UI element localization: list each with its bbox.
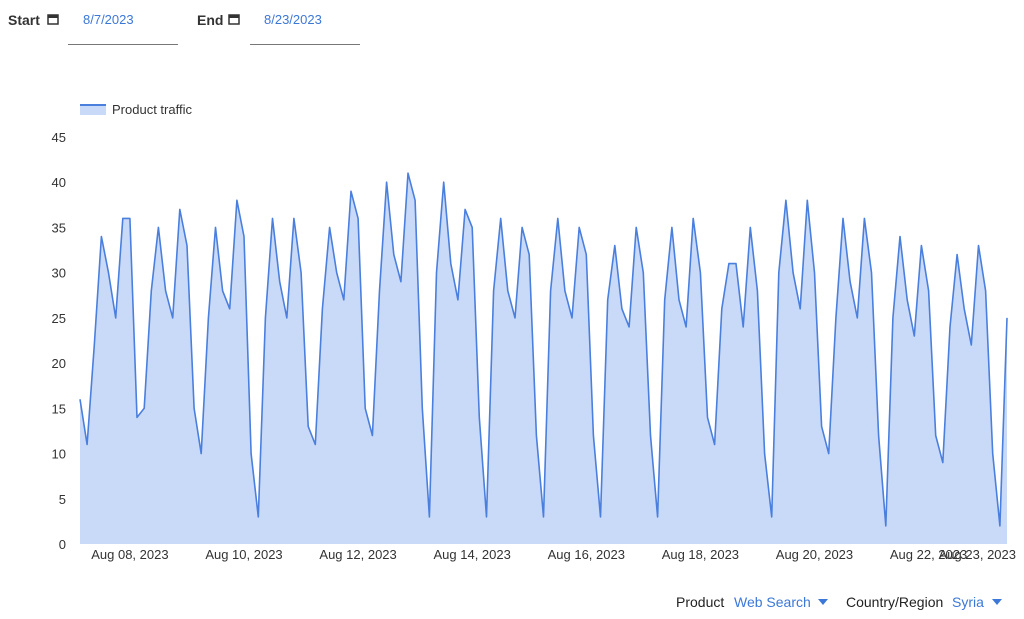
x-tick-label: Aug 14, 2023 — [434, 547, 511, 562]
line — [79, 172, 1008, 527]
legend-swatch — [80, 105, 106, 115]
x-tick-label: Aug 23, 2023 — [939, 547, 1016, 562]
y-tick-label: 10 — [52, 447, 66, 462]
y-tick-label: 35 — [52, 220, 66, 235]
x-tick-label: Aug 18, 2023 — [662, 547, 739, 562]
x-tick-label: Aug 20, 2023 — [776, 547, 853, 562]
product-label: Product — [676, 594, 725, 610]
start-label: Start — [8, 12, 40, 28]
y-tick-label: 40 — [52, 175, 66, 190]
x-tick-label: Aug 08, 2023 — [91, 547, 168, 562]
end-date[interactable]: 8/23/2023 — [264, 12, 322, 27]
region-label: Country/Region — [846, 594, 944, 610]
x-tick-label: Aug 10, 2023 — [205, 547, 282, 562]
product-select[interactable]: Web Search — [734, 594, 811, 610]
y-tick-label: 20 — [52, 356, 66, 371]
calendar-icon[interactable] — [47, 13, 59, 25]
region-select[interactable]: Syria — [952, 594, 984, 610]
end-label: End — [197, 12, 224, 28]
y-tick-label: 15 — [52, 401, 66, 416]
y-tick-label: 0 — [59, 537, 66, 552]
y-tick-label: 5 — [59, 492, 66, 507]
x-tick-label: Aug 12, 2023 — [319, 547, 396, 562]
x-tick-label: Aug 16, 2023 — [548, 547, 625, 562]
calendar-icon[interactable] — [228, 13, 240, 25]
chart: Product traffic 0 5 10 15 20 25 30 35 40 45 Aug 08,… — [52, 102, 1016, 562]
x-tick-label: Aug 22, 2023 — [890, 547, 967, 562]
dropdown-arrow[interactable] — [992, 599, 1002, 605]
start-date[interactable]: 8/7/2023 — [83, 12, 134, 27]
legend-label: Product traffic — [112, 102, 192, 117]
y-tick-label: 25 — [52, 311, 66, 326]
y-tick-label: 30 — [52, 266, 66, 281]
input-underline — [68, 44, 178, 45]
input-underline — [250, 44, 360, 45]
area — [80, 173, 1007, 544]
y-tick-label: 45 — [52, 130, 66, 145]
dropdown-arrow[interactable] — [818, 599, 828, 605]
